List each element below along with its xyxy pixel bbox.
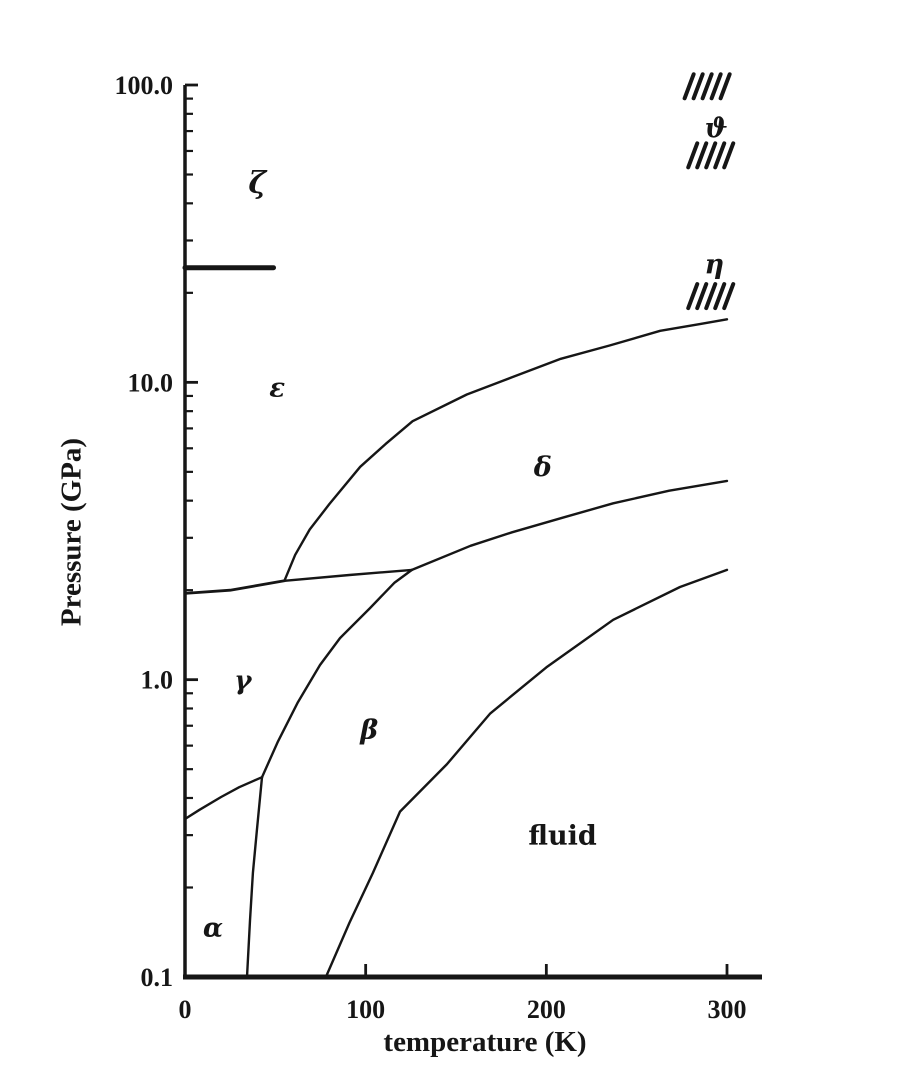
hatch-marks-group-2-slash bbox=[686, 141, 700, 170]
curve-alpha-gamma-boundary bbox=[183, 776, 264, 821]
hatch-marks-group-3-slash bbox=[686, 282, 700, 311]
x-tick-label: 300 bbox=[708, 995, 747, 1024]
x-tick-label: 200 bbox=[527, 995, 566, 1024]
curve-beta-fluid-melting-line bbox=[324, 568, 729, 979]
hatch-marks-group-2-slash bbox=[695, 141, 709, 170]
phase-label-β: β bbox=[359, 715, 378, 746]
phase-label-ε: ε bbox=[269, 374, 285, 404]
hatch-marks-group-3-slash bbox=[713, 282, 727, 311]
curve-gamma-delta-boundary bbox=[283, 568, 414, 582]
y-tick-label: 100.0 bbox=[115, 71, 174, 100]
hatch-marks-group-3-slash bbox=[704, 282, 718, 311]
hatch-marks-group-3-slash bbox=[695, 282, 709, 311]
y-tick-label: 10.0 bbox=[128, 368, 174, 397]
hatch-marks-group-1-slash bbox=[700, 72, 714, 101]
phase-label-γ: γ bbox=[234, 666, 253, 696]
y-tick-label: 0.1 bbox=[141, 963, 174, 992]
y-tick-label: 1.0 bbox=[141, 666, 174, 695]
x-tick-label: 100 bbox=[346, 995, 385, 1024]
hatch-marks-group-3-slash bbox=[722, 282, 736, 311]
phase-label-ϑ: ϑ bbox=[705, 113, 728, 144]
phase-label-η: η bbox=[705, 249, 725, 280]
phase-label-α: α bbox=[203, 913, 223, 943]
phase-label-δ: δ bbox=[533, 452, 552, 483]
curve-delta-epsilon-boundary bbox=[283, 318, 729, 582]
phase-label-fluid: fluid bbox=[528, 821, 597, 852]
hatch-marks-group-2-slash bbox=[713, 141, 727, 170]
hatch-marks-group-2-slash bbox=[704, 141, 718, 170]
x-tick-label: 0 bbox=[179, 995, 192, 1024]
x-axis-title: temperature (K) bbox=[383, 1026, 587, 1058]
hatch-marks-group-1-slash bbox=[682, 72, 696, 101]
hatch-marks-group-2-slash bbox=[722, 141, 736, 170]
hatch-marks-group-1-slash bbox=[691, 72, 705, 101]
curve-gamma-beta-boundary bbox=[260, 568, 414, 779]
curve-beta-delta-boundary bbox=[410, 479, 729, 572]
y-axis-title: Pressure (GPa) bbox=[55, 437, 88, 627]
phase-label-ζ: ζ bbox=[248, 166, 268, 201]
curve-gamma-epsilon-boundary bbox=[183, 579, 286, 595]
curve-alpha-beta-boundary bbox=[245, 776, 264, 979]
hatch-marks-group-1-slash bbox=[709, 72, 723, 101]
hatch-marks-group-1-slash bbox=[718, 72, 732, 101]
